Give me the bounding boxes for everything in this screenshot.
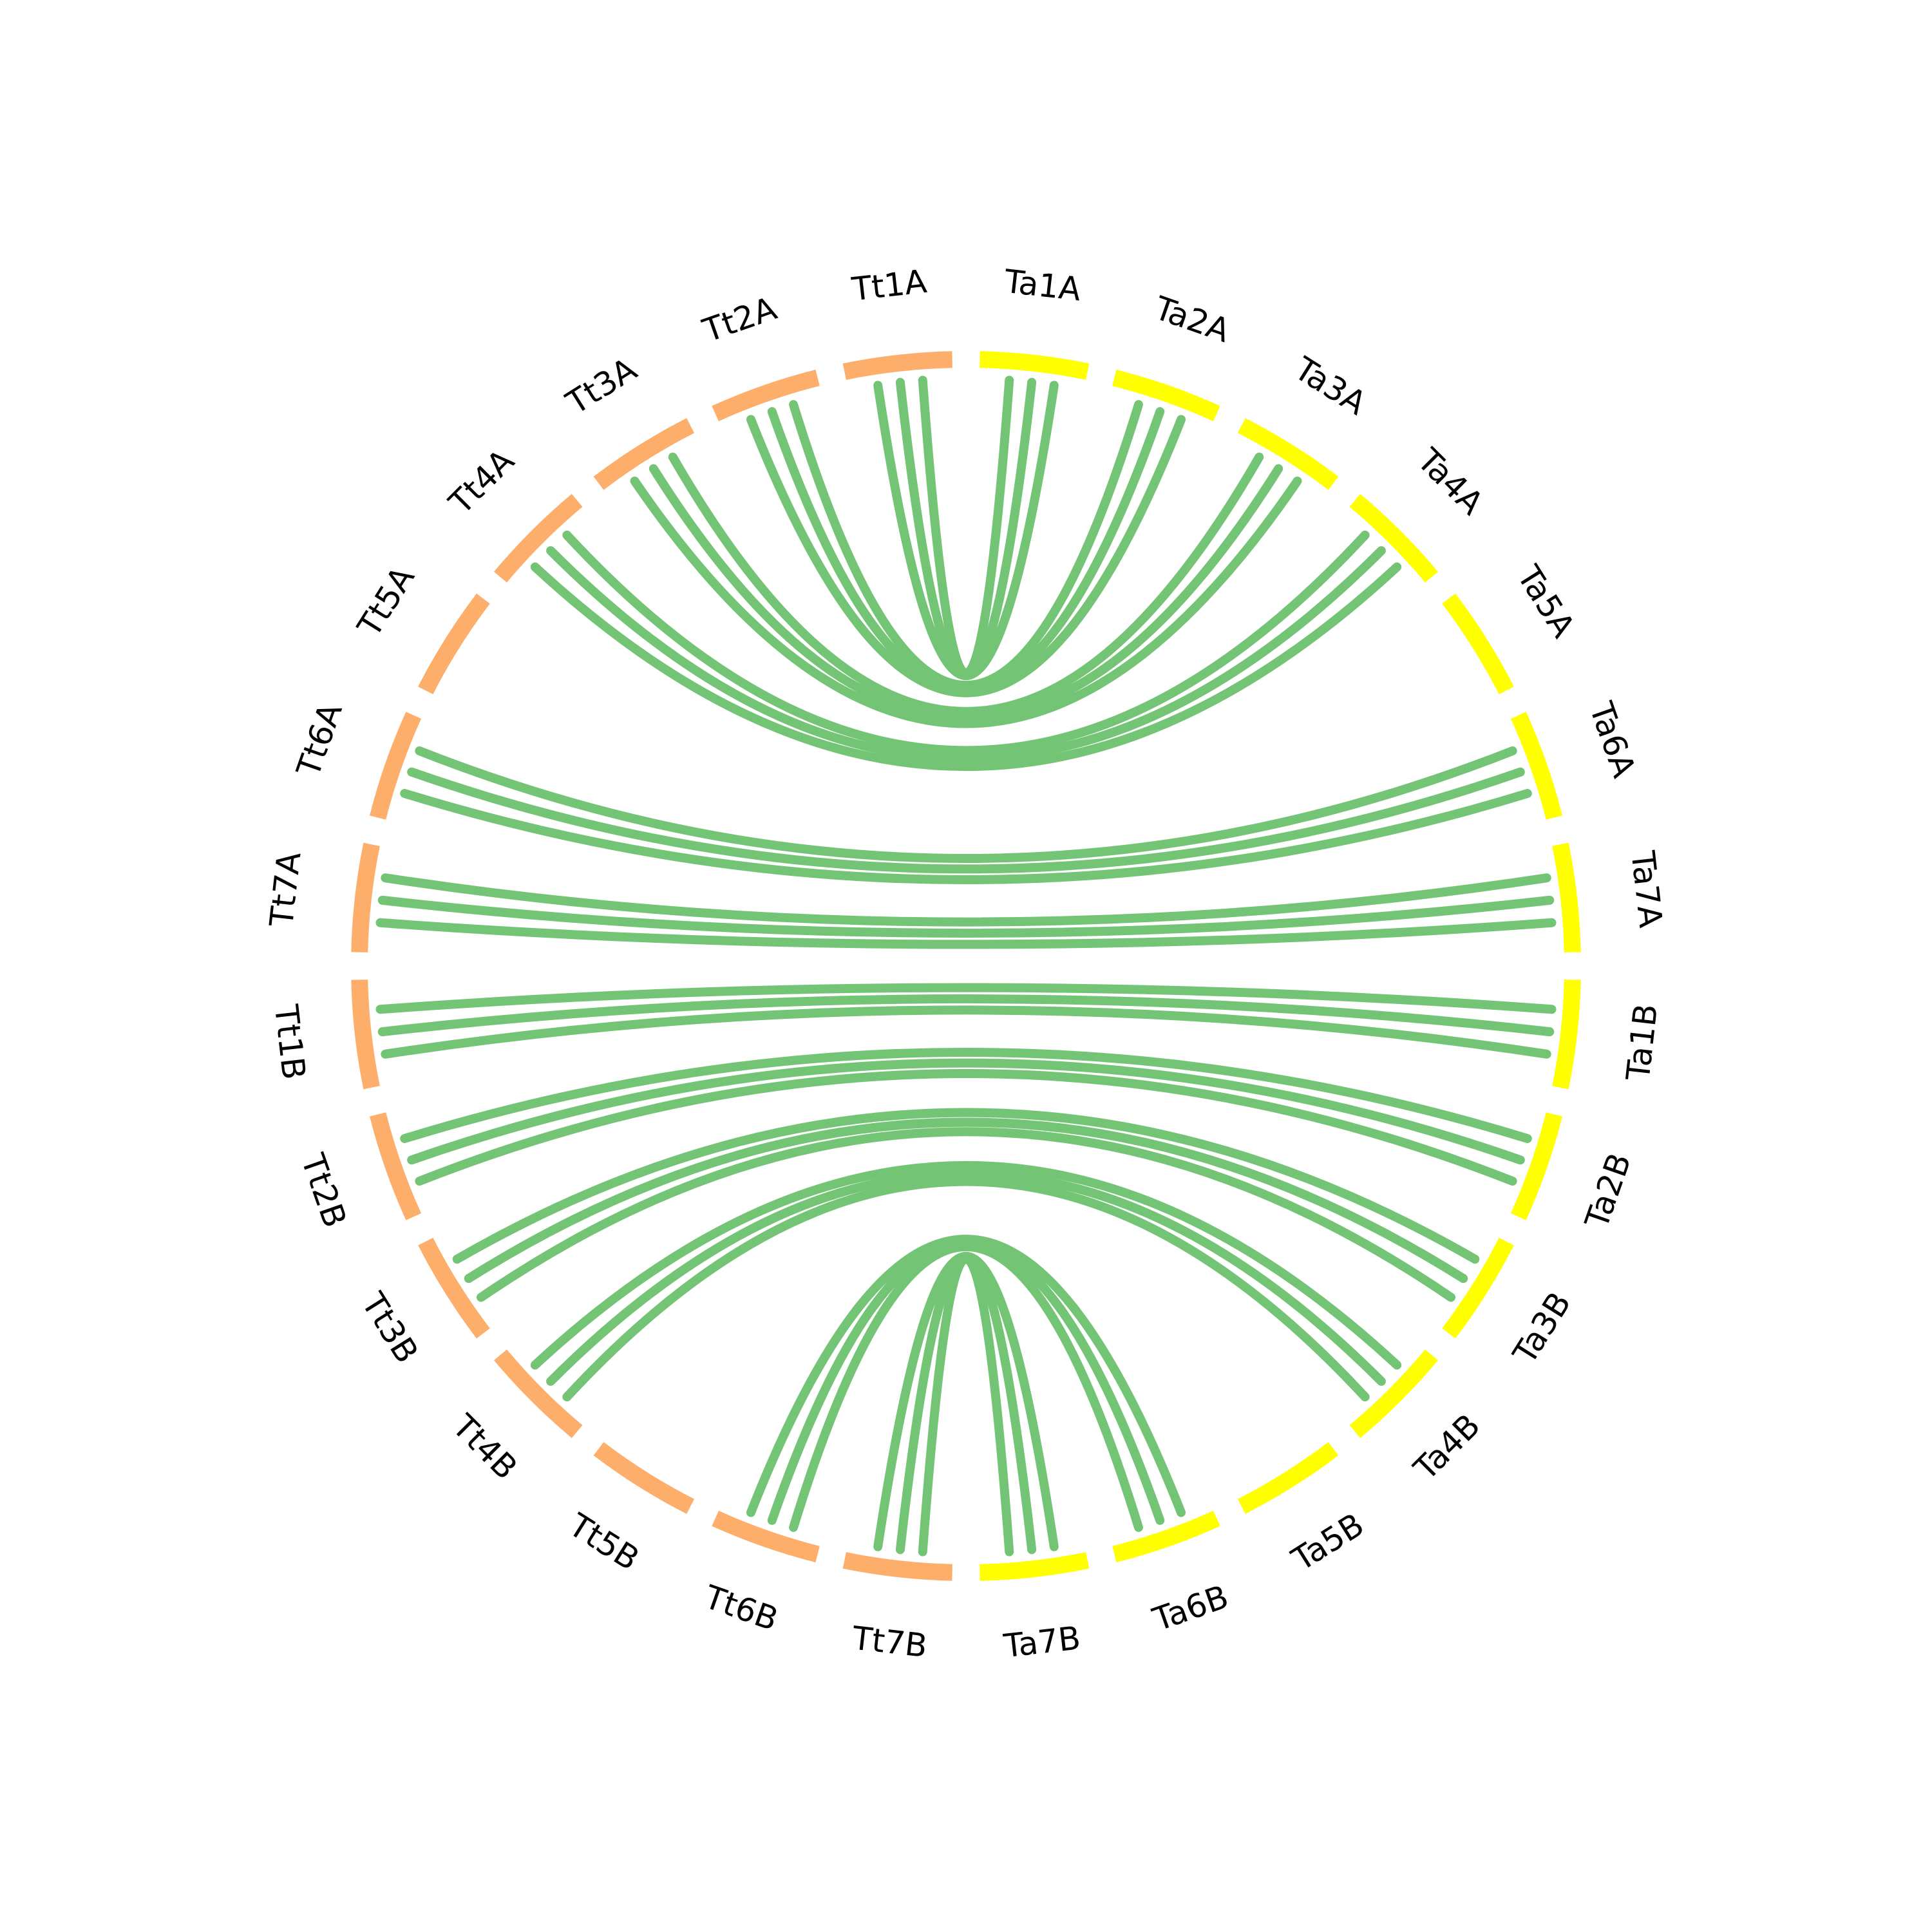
link — [789, 1242, 1143, 1532]
link — [649, 464, 1283, 722]
segment-label: Tt2B — [294, 1149, 354, 1233]
link — [895, 1253, 1037, 1555]
segment-label: Ta3A — [1287, 350, 1372, 422]
link — [400, 789, 1532, 884]
segment-arc — [842, 1552, 952, 1581]
link — [381, 1005, 1551, 1059]
segment-label: Tt4A — [442, 442, 522, 522]
segment-arc — [593, 1442, 695, 1514]
link — [530, 562, 1402, 771]
link — [407, 1058, 1525, 1165]
segment-label: Ta7B — [1001, 1619, 1083, 1665]
segment-label: Ta3B — [1506, 1285, 1578, 1370]
segment-label: Ta5A — [1510, 559, 1582, 644]
link — [895, 377, 1037, 679]
link — [381, 873, 1551, 927]
segment-label: Ta4A — [1410, 441, 1491, 522]
segment-arc — [1552, 980, 1581, 1090]
segment-arc — [1349, 494, 1438, 583]
link — [562, 530, 1370, 755]
segment-arc — [1237, 1442, 1339, 1514]
link — [377, 895, 1555, 938]
link — [452, 1108, 1480, 1264]
segment-label: Tt1B — [267, 1002, 313, 1081]
segment-label: Tt7A — [263, 850, 308, 929]
link — [407, 767, 1525, 874]
segment-label: Tt5A — [350, 560, 422, 644]
link — [918, 1254, 1014, 1557]
segment-arc — [1112, 370, 1220, 422]
segment-arc — [980, 351, 1090, 380]
segment-label: Ta6A — [1582, 697, 1642, 782]
link — [375, 983, 1557, 1014]
segment-label: Tt1A — [849, 263, 929, 308]
links — [375, 375, 1557, 1557]
link — [546, 1169, 1386, 1386]
link — [530, 1161, 1402, 1370]
segment-arc — [494, 494, 583, 583]
segment-label: Tt6B — [699, 1578, 783, 1638]
segment-label: Ta1A — [1002, 263, 1083, 308]
link — [464, 1117, 1468, 1283]
segment-arc — [1237, 418, 1339, 490]
link — [415, 746, 1517, 863]
link — [375, 918, 1557, 949]
segment-arc — [1442, 593, 1514, 695]
link — [562, 1177, 1370, 1402]
link — [668, 452, 1264, 716]
link — [377, 994, 1555, 1037]
segment-label: Ta6B — [1148, 1578, 1233, 1638]
segment-arc — [370, 1112, 422, 1220]
link — [630, 476, 1302, 728]
ring — [351, 351, 1581, 1581]
segment-arc — [418, 593, 490, 695]
link — [767, 1238, 1165, 1525]
segment-arc — [1442, 1237, 1514, 1339]
segment-label: Tt7B — [850, 1619, 929, 1665]
segment-label: Tt5B — [562, 1506, 645, 1578]
segment-arc — [370, 712, 422, 820]
link — [546, 546, 1386, 763]
link — [789, 400, 1143, 690]
segment-arc — [593, 418, 695, 490]
segment-label: Ta4B — [1406, 1406, 1488, 1488]
segment-label: Tt3B — [354, 1286, 425, 1370]
segment-arc — [351, 980, 380, 1090]
segment-label: Tt6A — [289, 698, 349, 782]
segment-arc — [1510, 712, 1562, 820]
link — [767, 407, 1165, 694]
segment-arc — [842, 351, 952, 380]
segment-arc — [351, 842, 380, 952]
segment-label: Tt3A — [560, 350, 643, 422]
segment-label: Ta1B — [1619, 1002, 1665, 1083]
segment-label: Ta2B — [1578, 1148, 1638, 1233]
segment-label: Ta7A — [1624, 849, 1669, 930]
segment-arc — [418, 1237, 490, 1339]
segment-arc — [1510, 1112, 1562, 1220]
segment-arc — [1112, 1510, 1220, 1562]
link — [400, 1048, 1532, 1143]
segment-label: Tt2A — [697, 290, 781, 350]
segment-label: Ta2A — [1150, 289, 1235, 350]
segment-arc — [980, 1552, 1090, 1581]
link — [415, 1069, 1517, 1186]
link — [873, 381, 1059, 680]
segment-label: Ta5B — [1285, 1506, 1370, 1578]
link — [476, 1127, 1456, 1302]
segment-arc — [1349, 1349, 1438, 1438]
segment-arc — [1552, 842, 1581, 952]
segment-label: Tt4B — [445, 1407, 525, 1487]
link — [746, 415, 1186, 697]
segment-arc — [712, 370, 820, 422]
segment-arc — [712, 1510, 820, 1562]
segment-arc — [494, 1349, 583, 1438]
